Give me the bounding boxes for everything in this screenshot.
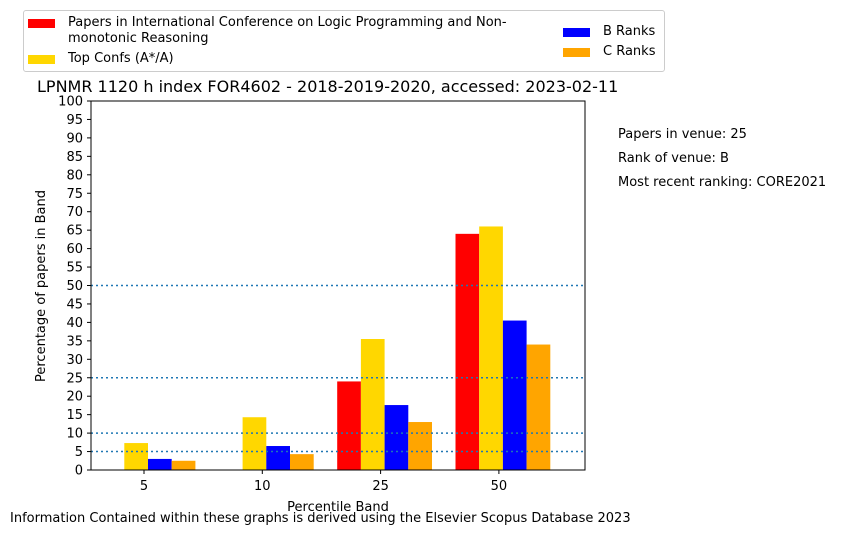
legend-item-c-ranks: C Ranks (563, 44, 655, 60)
y-tick-label-55: 55 (66, 261, 83, 276)
y-axis-label: Percentage of papers in Band (34, 190, 49, 382)
legend-swatch-red (28, 19, 55, 28)
x-tick-label-5: 5 (140, 479, 148, 494)
bar-series4-cat-5 (171, 460, 196, 470)
bar-series4-cat-10 (290, 454, 314, 470)
legend-swatch-blue (563, 28, 590, 37)
bar-series3-cat-10 (266, 446, 290, 470)
y-tick-label-10: 10 (66, 427, 83, 442)
legend-label-top-confs: Top Confs (A*/A) (68, 51, 174, 66)
legend-swatch-gold (28, 55, 55, 64)
bar-series3-cat-50 (502, 320, 527, 470)
chart-title: LPNMR 1120 h index FOR4602 - 2018-2019-2… (37, 77, 619, 96)
y-tick-label-75: 75 (66, 187, 83, 202)
y-tick-label-80: 80 (66, 168, 83, 183)
y-tick-label-0: 0 (75, 464, 83, 479)
y-tick-label-20: 20 (66, 390, 83, 405)
y-tick-label-90: 90 (66, 131, 83, 146)
x-axis-ticks: 5 10 25 50 (140, 470, 507, 494)
y-tick-label-85: 85 (66, 150, 83, 165)
recent-ranking-note: Most recent ranking: CORE2021 (618, 175, 827, 190)
legend-label-venue: Papers in International Conference on Lo… (68, 15, 507, 47)
x-tick-label-10: 10 (254, 479, 271, 494)
bar-series1-cat-25 (337, 381, 361, 470)
y-tick-label-15: 15 (66, 408, 83, 423)
legend-item-b-ranks: B Ranks (563, 24, 655, 40)
y-tick-label-25: 25 (66, 371, 83, 386)
papers-in-venue-note: Papers in venue: 25 (618, 127, 747, 142)
bar-series2-cat-10 (242, 417, 267, 470)
y-tick-label-35: 35 (66, 334, 83, 349)
bar-series2-cat-5 (124, 443, 148, 470)
bar-series2-cat-25 (360, 339, 385, 470)
x-tick-label-25: 25 (372, 479, 389, 494)
y-tick-label-95: 95 (66, 113, 83, 128)
y-tick-label-45: 45 (66, 297, 83, 312)
legend-label-b-ranks: B Ranks (603, 24, 656, 39)
y-tick-label-40: 40 (66, 316, 83, 331)
y-tick-label-100: 100 (58, 95, 83, 110)
rank-of-venue-note: Rank of venue: B (618, 151, 729, 166)
footer-source-note: Information Contained within these graph… (10, 511, 631, 526)
legend-label-c-ranks: C Ranks (603, 44, 656, 59)
y-axis-ticks: 0 5 10 15 20 25 30 35 40 45 50 55 60 65 70 75 80 85 90 95 10… (58, 95, 91, 479)
bar-series1-cat-50 (455, 233, 480, 470)
legend-label-venue-line1: Papers in International Conference on Lo… (68, 15, 507, 30)
legend-item-top-confs: Top Confs (A*/A) (28, 51, 174, 67)
y-tick-label-60: 60 (66, 242, 83, 257)
bar-series3-cat-5 (148, 458, 172, 470)
y-tick-label-5: 5 (75, 445, 83, 460)
y-tick-label-70: 70 (66, 205, 83, 220)
legend: Papers in International Conference on Lo… (23, 10, 665, 72)
legend-label-venue-line2: monotonic Reasoning (68, 31, 209, 46)
y-tick-label-65: 65 (66, 224, 83, 239)
legend-item-venue: Papers in International Conference on Lo… (28, 15, 507, 47)
bar-series2-cat-50 (479, 226, 503, 470)
bar-series3-cat-25 (384, 405, 409, 470)
reference-lines-layer (91, 284, 585, 453)
bars-layer (124, 226, 551, 470)
bar-series4-cat-25 (408, 422, 432, 470)
y-tick-label-50: 50 (66, 279, 83, 294)
y-tick-label-30: 30 (66, 353, 83, 368)
legend-swatch-orange (563, 48, 590, 57)
x-tick-label-50: 50 (491, 479, 508, 494)
bar-series4-cat-50 (526, 344, 551, 470)
x-axis-label: Percentile Band (287, 500, 389, 515)
